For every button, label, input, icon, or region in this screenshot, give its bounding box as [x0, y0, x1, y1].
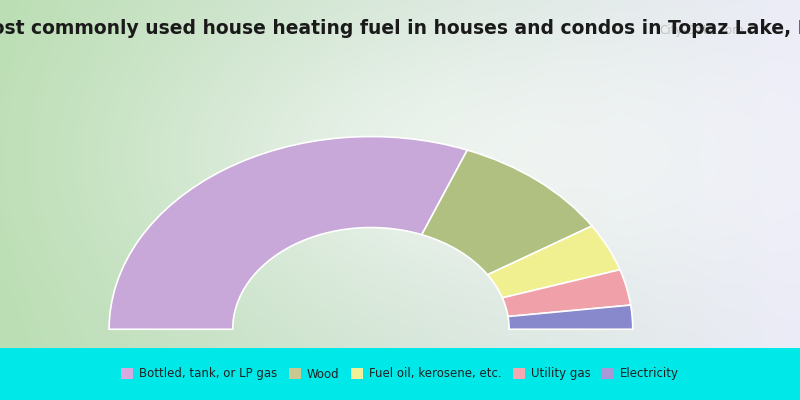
- Legend: Bottled, tank, or LP gas, Wood, Fuel oil, kerosene, etc., Utility gas, Electrici: Bottled, tank, or LP gas, Wood, Fuel oil…: [121, 368, 679, 380]
- Wedge shape: [508, 305, 633, 329]
- Wedge shape: [422, 150, 592, 275]
- Text: City-Data.com: City-Data.com: [659, 24, 744, 37]
- Wedge shape: [487, 226, 620, 298]
- Wedge shape: [502, 270, 630, 316]
- Text: Most commonly used house heating fuel in houses and condos in Topaz Lake, NV: Most commonly used house heating fuel in…: [0, 19, 800, 38]
- Wedge shape: [109, 136, 467, 329]
